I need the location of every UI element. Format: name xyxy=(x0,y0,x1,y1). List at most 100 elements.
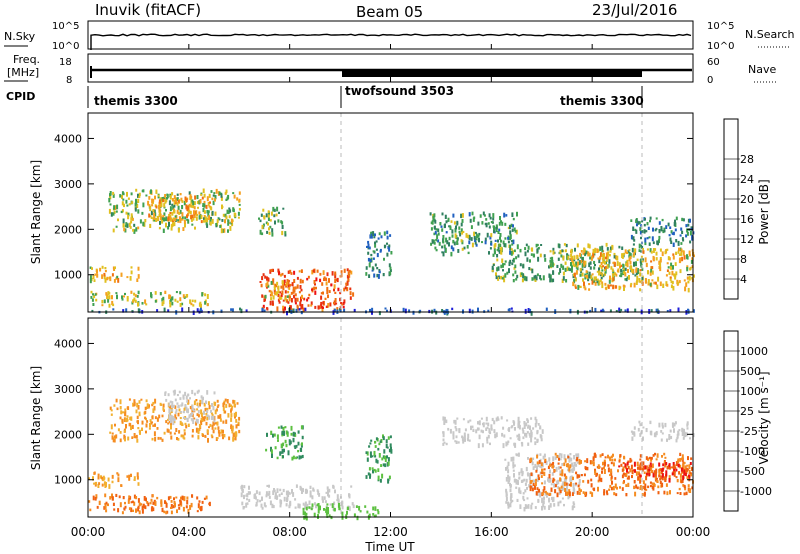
data-cell xyxy=(460,213,463,219)
data-cell xyxy=(137,274,140,279)
data-cell xyxy=(286,496,289,501)
data-cell xyxy=(155,189,158,194)
data-cell xyxy=(220,193,223,198)
data-cell xyxy=(124,411,127,417)
data-cell xyxy=(633,261,635,267)
data-cell xyxy=(145,497,147,502)
data-cell xyxy=(545,495,548,498)
data-cell xyxy=(639,272,642,277)
data-cell xyxy=(115,398,118,403)
data-cell xyxy=(101,478,104,482)
data-cell xyxy=(564,488,567,492)
data-cell xyxy=(214,422,217,425)
data-cell xyxy=(570,457,573,462)
data-cell xyxy=(654,229,657,232)
data-cell xyxy=(624,267,627,271)
data-cell xyxy=(321,307,324,312)
data-cell xyxy=(512,465,515,469)
data-cell xyxy=(326,272,329,277)
data-cell xyxy=(197,428,200,433)
data-cell xyxy=(327,493,329,497)
data-cell xyxy=(666,491,669,496)
data-cell xyxy=(171,198,174,202)
data-cell xyxy=(217,426,220,430)
data-cell xyxy=(317,505,320,510)
data-cell xyxy=(688,464,691,470)
data-cell xyxy=(639,478,642,484)
data-cell xyxy=(295,444,298,448)
data-cell xyxy=(669,276,672,279)
data-cell xyxy=(612,284,615,290)
data-cell xyxy=(566,255,569,261)
data-cell xyxy=(150,189,152,194)
data-cell xyxy=(266,281,269,286)
data-cell xyxy=(188,191,191,195)
data-cell xyxy=(599,279,602,282)
data-cell xyxy=(458,226,461,230)
data-cell xyxy=(478,237,480,243)
data-cell xyxy=(284,439,287,444)
data-cell xyxy=(228,215,231,219)
data-cell xyxy=(384,307,387,310)
data-cell xyxy=(512,420,515,423)
data-cell xyxy=(219,418,222,422)
data-cell xyxy=(267,222,269,226)
data-cell xyxy=(538,477,540,481)
data-cell xyxy=(151,204,154,207)
data-cell xyxy=(625,278,628,282)
data-cell xyxy=(461,213,464,218)
data-cell xyxy=(289,269,292,273)
data-cell xyxy=(621,474,624,479)
data-cell xyxy=(541,492,544,496)
data-cell xyxy=(540,475,543,478)
data-cell xyxy=(679,452,682,456)
data-cell xyxy=(630,219,633,222)
data-cell xyxy=(608,254,611,257)
data-cell xyxy=(607,454,609,459)
data-cell xyxy=(571,492,574,496)
data-cell xyxy=(559,249,562,255)
data-cell xyxy=(179,297,182,302)
data-cell xyxy=(266,432,268,437)
data-cell xyxy=(210,409,212,413)
data-cell xyxy=(412,310,415,315)
data-cell xyxy=(382,436,385,441)
data-cell xyxy=(578,478,581,483)
data-cell xyxy=(283,281,286,286)
data-cell xyxy=(679,458,682,462)
data-cell xyxy=(193,392,196,396)
data-cell xyxy=(639,462,642,465)
data-cell xyxy=(298,503,301,509)
data-cell xyxy=(606,247,609,251)
data-cell xyxy=(111,273,114,277)
colorbar-tick-label: 16 xyxy=(740,213,754,226)
data-cell xyxy=(510,223,513,228)
data-cell xyxy=(169,405,172,409)
data-cell xyxy=(378,270,381,274)
data-cell xyxy=(227,413,230,418)
data-cell xyxy=(500,416,503,420)
data-cell xyxy=(215,223,218,226)
data-cell xyxy=(507,480,510,484)
data-cell xyxy=(184,196,187,201)
data-cell xyxy=(627,465,630,470)
data-cell xyxy=(203,219,205,223)
data-cell xyxy=(175,428,178,432)
data-cell xyxy=(668,475,671,480)
data-cell xyxy=(126,418,129,422)
data-cell xyxy=(287,450,290,456)
data-cell xyxy=(137,198,140,203)
data-cell xyxy=(115,292,118,295)
data-cell xyxy=(304,501,307,507)
data-cell xyxy=(642,248,644,251)
data-cell xyxy=(331,503,334,508)
data-cell xyxy=(690,457,693,460)
data-cell xyxy=(642,426,645,429)
data-cell xyxy=(212,415,215,421)
data-cell xyxy=(287,283,290,289)
data-cell xyxy=(590,460,593,465)
data-cell xyxy=(686,231,689,236)
data-cell xyxy=(648,309,651,314)
data-cell xyxy=(153,217,156,220)
data-cell xyxy=(544,459,547,464)
